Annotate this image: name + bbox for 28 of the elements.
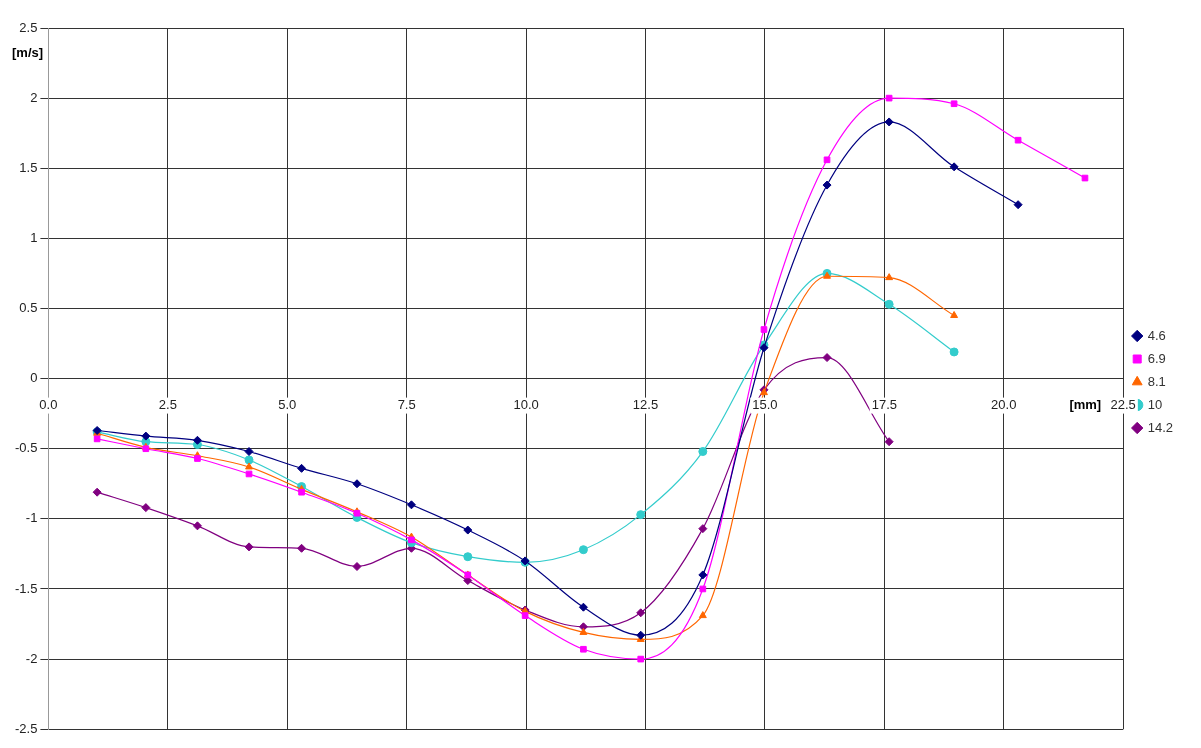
legend-label: 6.9 xyxy=(1147,350,1166,366)
x-tick-label: 10.0 xyxy=(513,396,539,412)
y-tick-label: -1.5 xyxy=(14,580,38,596)
y-tick-label: 0.5 xyxy=(19,300,38,316)
legend-label: 10 xyxy=(1147,396,1163,412)
x-tick-label: 5.0 xyxy=(278,396,297,412)
x-tick-label: 2.5 xyxy=(158,396,177,412)
x-tick-label: 22.5 xyxy=(1110,396,1136,412)
legend-label: 8.1 xyxy=(1147,373,1166,389)
x-tick-label: 17.5 xyxy=(871,396,898,412)
x-axis-title: [mm] xyxy=(1069,396,1102,412)
legend-label: 4.6 xyxy=(1147,327,1166,343)
y-tick-label: 2 xyxy=(30,89,38,105)
y-tick-label: 2.5 xyxy=(19,19,38,35)
y-tick-label: -1 xyxy=(25,510,38,526)
y-tick-label: 0 xyxy=(30,370,38,386)
legend-label: 14.2 xyxy=(1147,419,1174,435)
x-tick-label: 0.0 xyxy=(39,396,58,412)
y-axis-title: [m/s] xyxy=(12,44,44,60)
y-tick-label: -0.5 xyxy=(14,440,38,456)
x-tick-label: 7.5 xyxy=(397,396,416,412)
x-tick-label: 20.0 xyxy=(991,396,1017,412)
y-tick-label: 1.5 xyxy=(19,159,38,175)
y-tick-label: -2.5 xyxy=(14,720,38,736)
x-tick-label: 12.5 xyxy=(632,396,659,412)
x-tick-label: 15.0 xyxy=(752,396,778,412)
y-tick-label: -2 xyxy=(25,650,38,666)
y-tick-label: 1 xyxy=(30,229,38,245)
